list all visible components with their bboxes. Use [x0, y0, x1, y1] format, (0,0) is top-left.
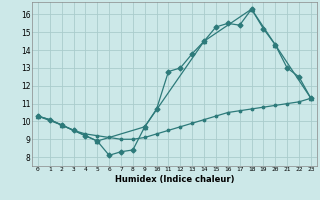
X-axis label: Humidex (Indice chaleur): Humidex (Indice chaleur): [115, 175, 234, 184]
